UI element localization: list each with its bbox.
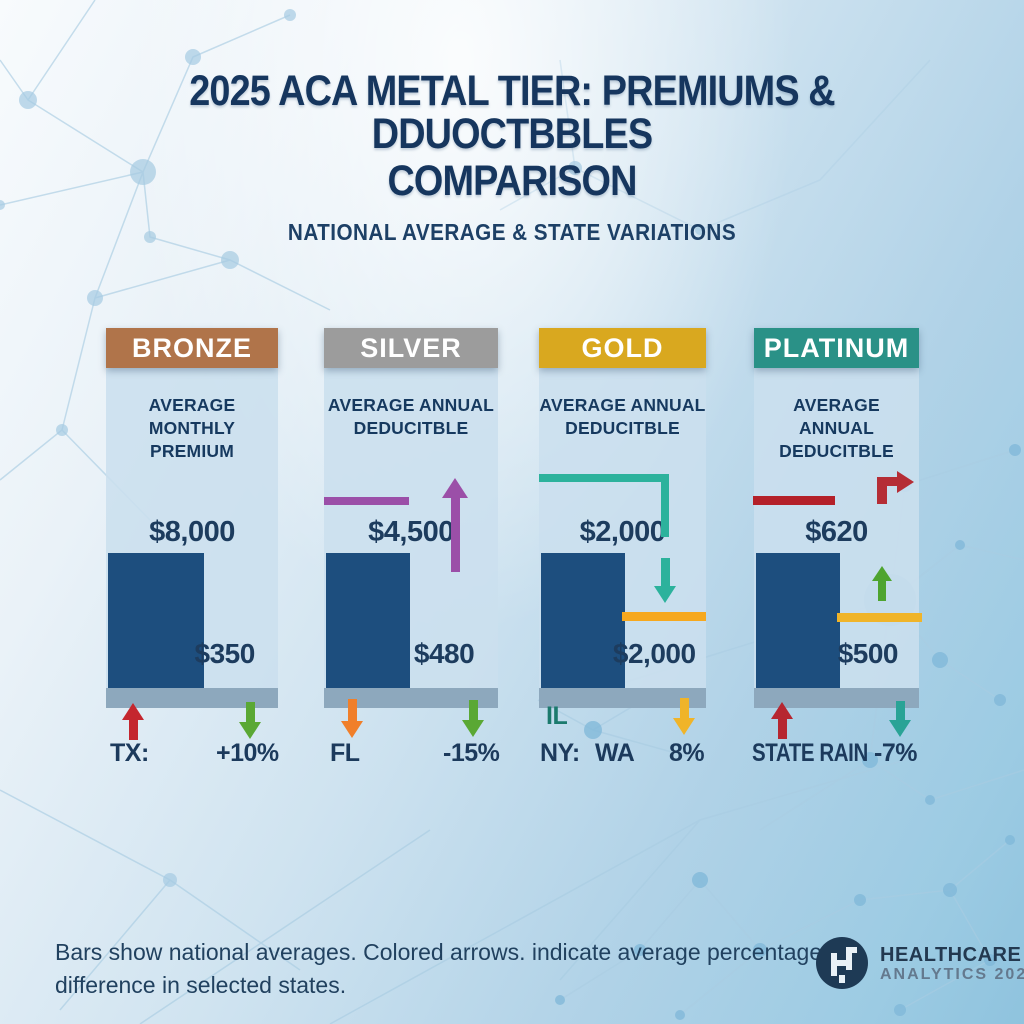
red-up-arrow-icon xyxy=(122,703,144,740)
brand-name: HEALTHCARE xyxy=(880,944,1022,966)
metric-label: AVERAGE ANNUAL DEDUCITBLE xyxy=(754,368,919,462)
footnote-line1: Bars show national averages. Colored arr… xyxy=(55,939,823,965)
metric-line1: AVERAGE ANNUAL xyxy=(793,395,880,438)
national-average-bar xyxy=(108,553,204,688)
pct-label-silver: -15% xyxy=(443,739,500,767)
metric-line2: DEDUCITBLE xyxy=(353,417,469,438)
tier-header-gold: GOLD xyxy=(539,328,706,368)
tier-column-silver: SILVER AVERAGE ANNUAL DEDUCITBLE $4,500 … xyxy=(324,328,498,708)
tier-column-gold: GOLD AVERAGE ANNUAL DEDUCITBLE $2,000 $2… xyxy=(539,328,706,708)
pct-label-platinum: -7% xyxy=(874,739,917,767)
tier-panel-bronze: AVERAGE MONTHLY PREMIUM $8,000 $350 xyxy=(106,368,278,708)
tier-header-bronze: BRONZE xyxy=(106,328,278,368)
bar-base-strip xyxy=(106,688,278,708)
brand-subtitle: ANALYTICS 2025 xyxy=(880,966,1024,983)
state-label-platinum: STATE RAIN xyxy=(752,739,868,767)
bar-base-strip xyxy=(539,688,706,708)
metric-line1: AVERAGE ANNUAL xyxy=(327,395,495,415)
bar-base-strip xyxy=(324,688,498,708)
tier-column-platinum: PLATINUM AVERAGE ANNUAL DEDUCITBLE $620 … xyxy=(754,328,919,708)
tier-header-silver: SILVER xyxy=(324,328,498,368)
tier-header-platinum: PLATINUM xyxy=(754,328,919,368)
pct-label-gold: 8% xyxy=(669,739,705,767)
state-label-fl: FL xyxy=(330,739,360,767)
metric-label: AVERAGE ANNUAL DEDUCITBLE xyxy=(539,368,706,440)
metric-line2: DEDUCITBLE xyxy=(779,440,894,461)
metric-label: AVERAGE MONTHLY PREMIUM xyxy=(106,368,278,462)
bar-base-strip xyxy=(754,688,919,708)
metric-line1: AVERAGE ANNUAL xyxy=(539,395,706,415)
national-average-bar xyxy=(756,553,840,688)
tier-panel-platinum: AVERAGE ANNUAL DEDUCITBLE $620 $500 xyxy=(754,368,919,708)
footnote-line2: difference in selected states. xyxy=(55,971,347,998)
upper-value-label: $620 xyxy=(805,516,868,548)
upper-value-label: $8,000 xyxy=(149,516,235,548)
metric-line2: DEDUCITBLE xyxy=(565,417,680,438)
state-label-tx: TX: xyxy=(110,739,149,767)
lower-value-label: $350 xyxy=(194,638,256,669)
national-average-bar xyxy=(326,553,410,688)
title-block: 2025 ACA METAL TIER: PREMIUMS & DDUOCTBB… xyxy=(0,70,1024,246)
page-subtitle: NATIONAL AVERAGE & STATE VARIATIONS xyxy=(287,219,737,245)
lower-value-label: $2,000 xyxy=(612,638,696,669)
national-average-bar xyxy=(541,553,625,688)
upper-value-label: $4,500 xyxy=(368,516,454,548)
state-label-ny: NY: xyxy=(540,739,580,767)
tier-panel-silver: AVERAGE ANNUAL DEDUCITBLE $4,500 $480 xyxy=(324,368,498,708)
state-label-il: IL xyxy=(546,702,568,730)
tier-panel-gold: AVERAGE ANNUAL DEDUCITBLE $2,000 $2,000 xyxy=(539,368,706,708)
lower-value-label: $480 xyxy=(413,638,475,669)
metric-line1: AVERAGE MONTHLY xyxy=(148,395,236,438)
page-title-line2: COMPARISON xyxy=(387,157,637,205)
metric-label: AVERAGE ANNUAL DEDUCITBLE xyxy=(324,368,498,440)
state-label-wa: WA xyxy=(595,739,635,767)
page-title-line1: 2025 ACA METAL TIER: PREMIUMS & DDUOCTBB… xyxy=(189,67,835,158)
metric-line2: PREMIUM xyxy=(149,440,235,461)
footnote: Bars show national averages. Colored arr… xyxy=(55,936,822,1001)
healthcare-analytics-logo-icon xyxy=(816,937,868,989)
lower-value-label: $500 xyxy=(837,638,899,669)
upper-value-label: $2,000 xyxy=(579,516,666,548)
tier-column-bronze: BRONZE AVERAGE MONTHLY PREMIUM $8,000 $3… xyxy=(106,328,278,708)
pct-label-bronze: +10% xyxy=(216,739,279,767)
